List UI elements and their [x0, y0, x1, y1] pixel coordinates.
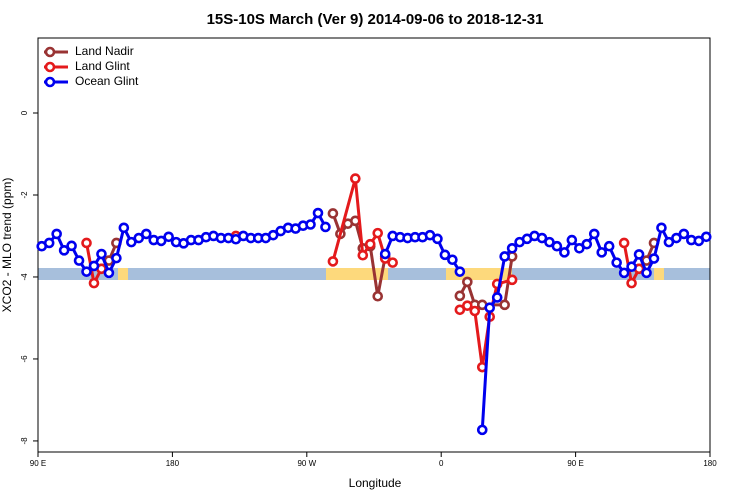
data-point [499, 251, 510, 262]
data-point [596, 247, 608, 258]
x-tick-label: 90 E [567, 459, 583, 468]
data-point [155, 235, 167, 247]
data-point [506, 274, 518, 286]
data-point [372, 227, 384, 239]
data-point [626, 277, 637, 289]
y-tick-label: -4 [20, 273, 29, 281]
data-point [111, 252, 122, 264]
data-point [559, 247, 570, 258]
data-point [327, 256, 339, 267]
data-point [671, 232, 682, 244]
legend-marker [44, 61, 56, 73]
data-point [327, 208, 339, 219]
data-point [140, 228, 152, 240]
data-point [462, 276, 473, 288]
data-point [566, 234, 578, 246]
land-strip [326, 268, 388, 280]
data-point [58, 245, 70, 256]
legend-label: Ocean Glint [75, 74, 139, 88]
data-point [81, 266, 92, 277]
data-point [491, 292, 503, 303]
y-tick-label: -8 [20, 437, 29, 445]
data-point [454, 266, 466, 277]
data-point [51, 228, 62, 240]
data-point [43, 237, 55, 249]
x-tick-label: 180 [703, 459, 717, 468]
chart-title: 15S-10S March (Ver 9) 2014-09-06 to 2018… [207, 11, 544, 28]
data-point [447, 254, 458, 266]
data-point [641, 267, 652, 279]
data-point [387, 257, 398, 268]
data-point [320, 221, 331, 233]
data-point [462, 300, 473, 311]
data-point [693, 235, 705, 247]
data-point [574, 242, 585, 254]
data-point [648, 253, 660, 264]
x-tick-label: 180 [166, 459, 180, 468]
data-point [618, 237, 630, 249]
data-point [88, 277, 100, 289]
data-point [476, 424, 488, 436]
data-point [588, 228, 600, 240]
data-point [133, 232, 145, 244]
data-point [499, 299, 510, 311]
data-point [544, 236, 555, 248]
data-point [81, 237, 92, 249]
data-point [118, 222, 130, 234]
data-point [73, 255, 85, 266]
legend-label: Land Nadir [75, 44, 134, 58]
data-point [103, 267, 115, 279]
y-axis-label: XCO2 - MLO trend (ppm) [0, 178, 14, 313]
data-point [536, 232, 548, 244]
series [81, 173, 645, 373]
x-tick-label: 0 [439, 459, 444, 468]
x-axis-label: Longitude [349, 476, 402, 490]
land-strip [118, 268, 128, 280]
data-point [656, 222, 667, 234]
legend-marker [44, 46, 56, 58]
data-point [551, 240, 563, 252]
data-point [163, 231, 174, 243]
data-point [312, 207, 324, 219]
y-tick-label: -2 [20, 191, 29, 199]
data-point [506, 242, 518, 254]
data-point [454, 290, 466, 302]
x-tick-label: 90 E [30, 459, 46, 468]
data-point [618, 267, 630, 279]
data-point [678, 228, 690, 240]
data-point [126, 236, 137, 248]
data-point [364, 238, 376, 250]
series [36, 207, 712, 436]
data-point [372, 290, 384, 302]
data-point [88, 260, 100, 272]
y-tick-label: 0 [20, 110, 29, 115]
data-point [350, 173, 361, 184]
data-point [581, 238, 593, 250]
data-point [484, 302, 496, 314]
data-point [700, 231, 712, 243]
data-point [663, 236, 675, 248]
data-point [96, 248, 107, 260]
data-point [611, 257, 622, 268]
legend-marker [44, 76, 56, 88]
data-point [633, 249, 645, 260]
y-tick-label: -6 [20, 355, 29, 363]
data-point [379, 248, 391, 260]
data-point [66, 240, 77, 252]
data-point [432, 233, 443, 245]
data-point [305, 219, 316, 230]
data-point [454, 304, 466, 316]
legend-label: Land Glint [75, 59, 130, 73]
data-point [626, 261, 637, 273]
data-point [267, 229, 279, 241]
x-tick-label: 90 W [297, 459, 316, 468]
data-point [469, 305, 481, 317]
data-point [439, 249, 451, 261]
data-point [357, 249, 369, 261]
data-point [603, 240, 615, 252]
land-strip [654, 268, 664, 280]
